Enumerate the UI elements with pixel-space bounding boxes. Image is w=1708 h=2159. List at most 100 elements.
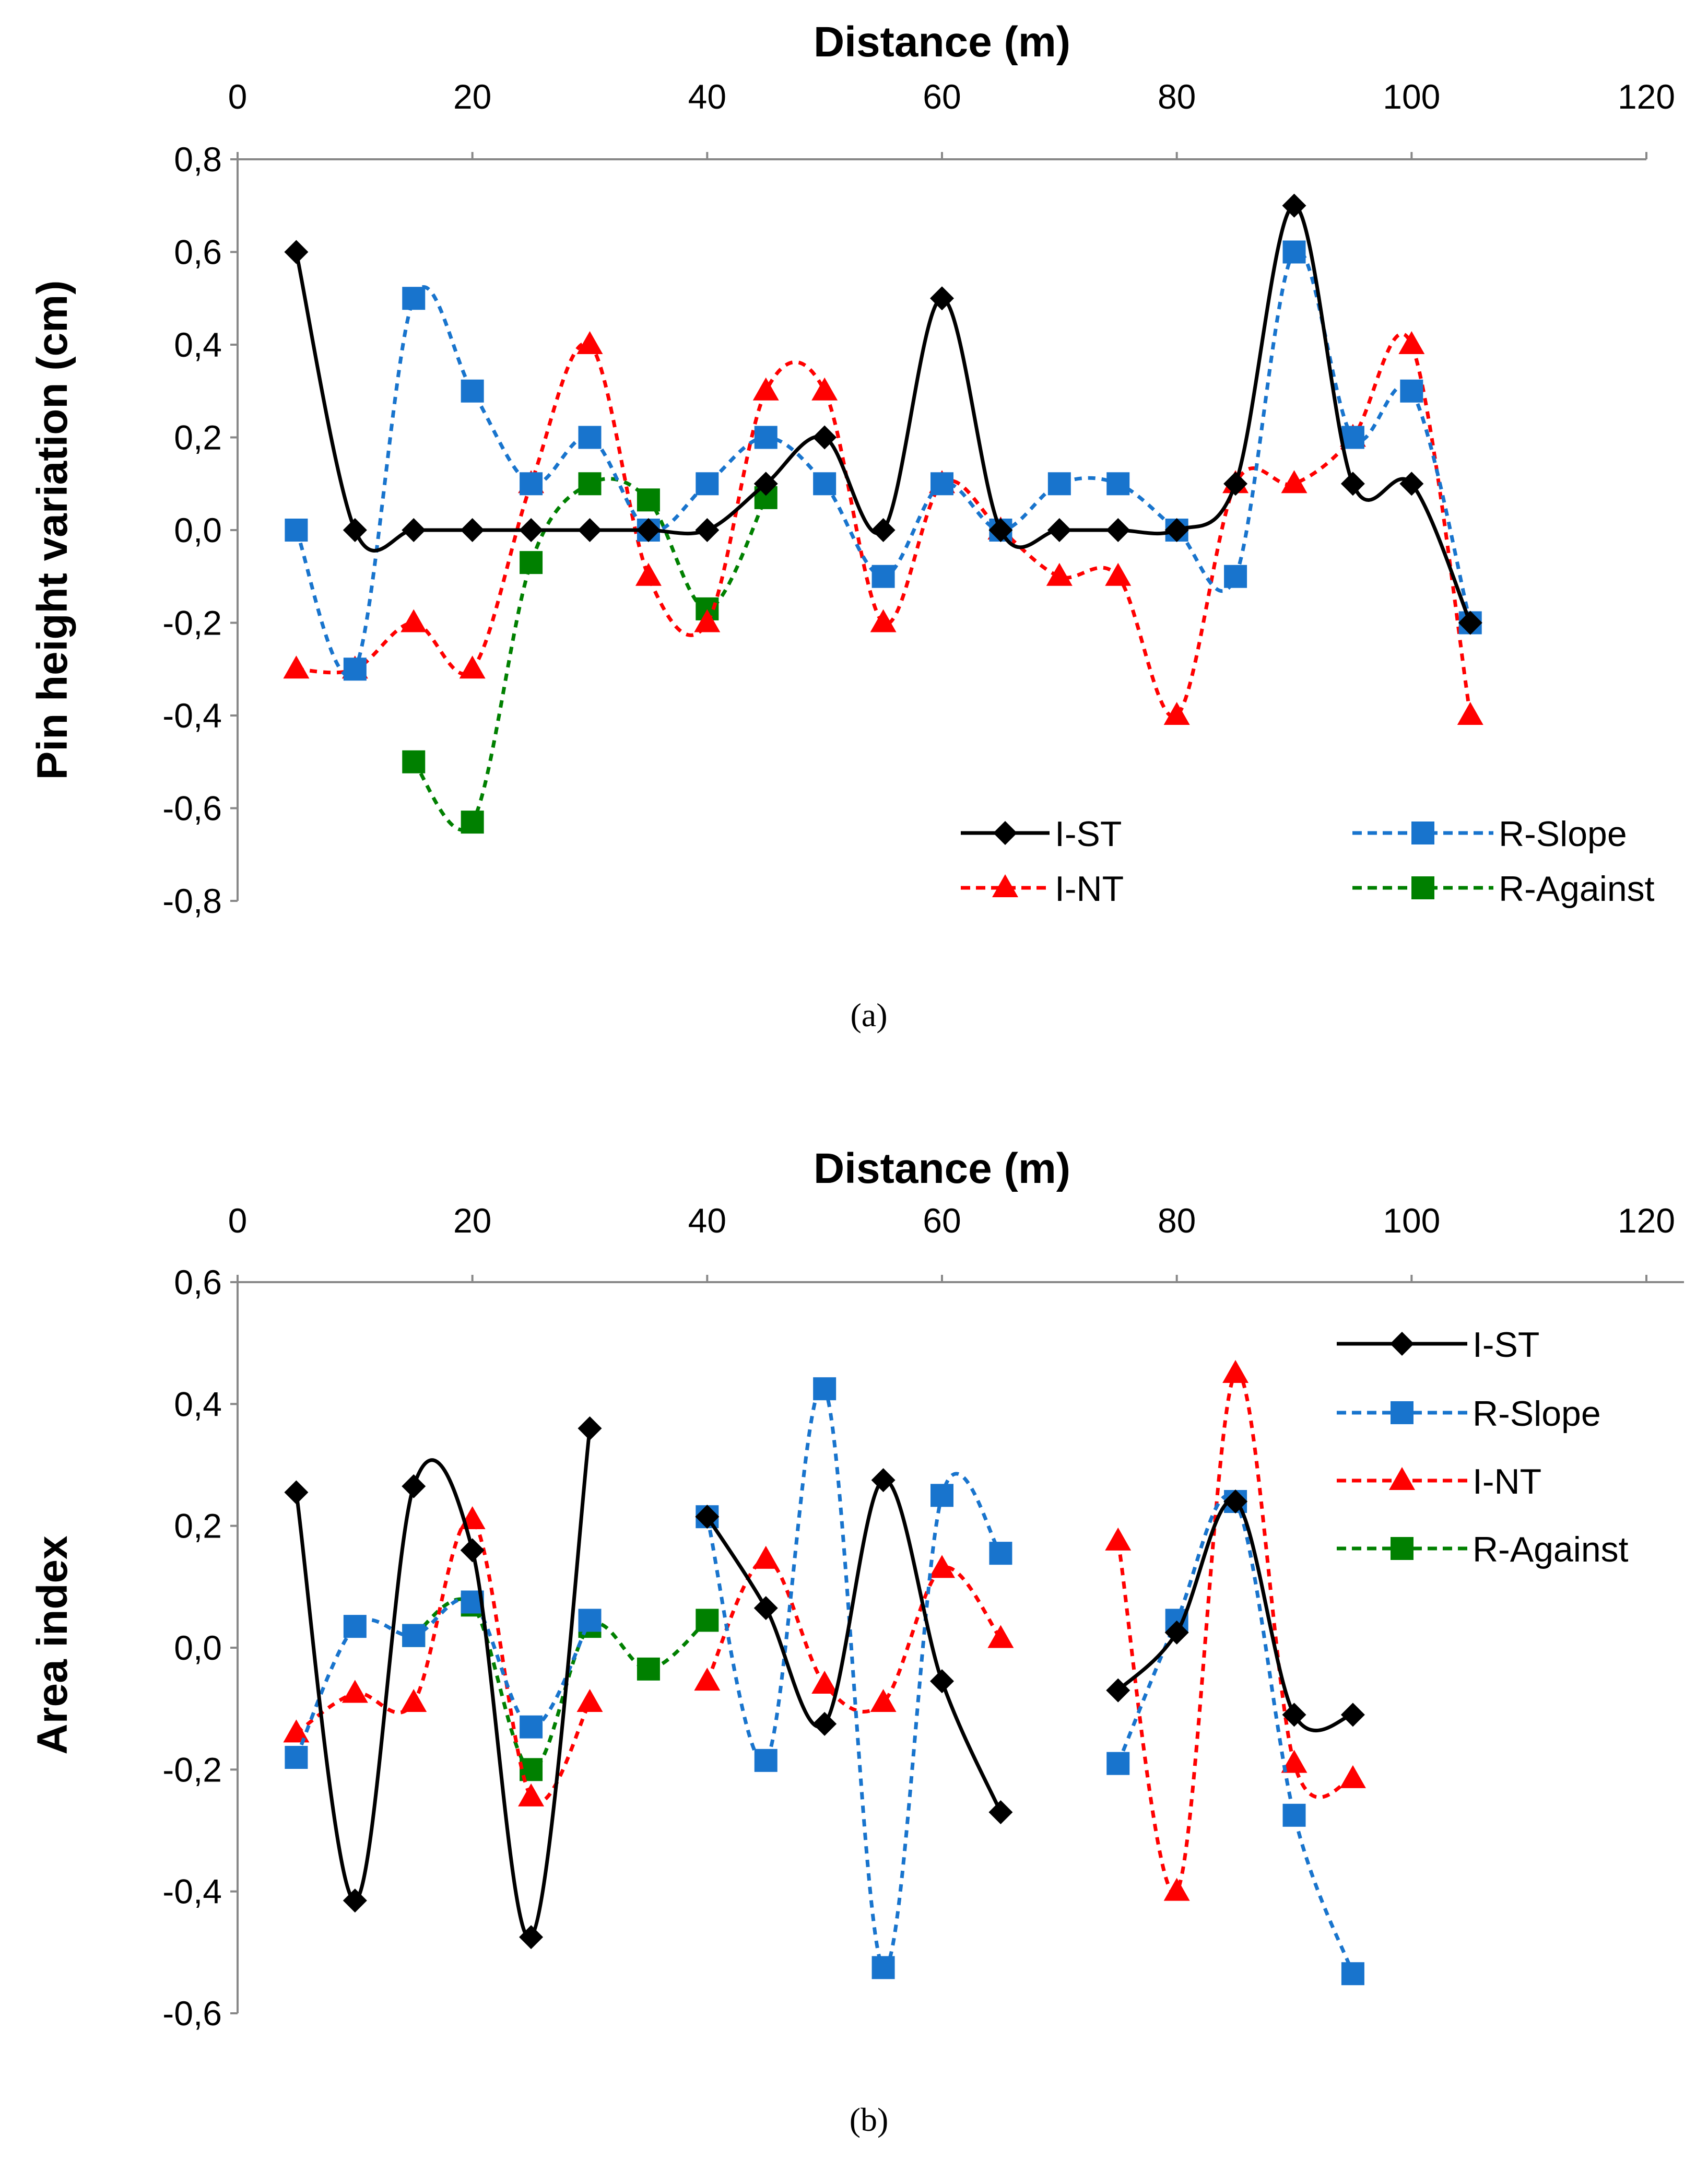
data-point-i-nt [1281, 470, 1307, 494]
data-point-r-slope [1106, 1752, 1130, 1775]
series-line-i-st [705, 1478, 1003, 1813]
data-point-i-nt [1105, 1527, 1132, 1551]
data-point-r-against [402, 750, 426, 773]
y-tick-label: 0,2 [174, 418, 222, 457]
data-point-i-nt [1222, 1360, 1249, 1383]
data-point-r-slope [578, 426, 602, 449]
legend-label-i-st: I-ST [1055, 814, 1122, 854]
data-point-i-st [578, 1416, 602, 1440]
data-point-i-nt [1398, 331, 1425, 354]
series-r-against [402, 472, 778, 834]
y-axis-title: Area index [29, 1535, 76, 1754]
y-tick-label: 0,4 [174, 1384, 222, 1423]
data-point-r-against [578, 472, 602, 496]
legend-item-r-against: R-Against [1352, 869, 1655, 909]
series-line-r-slope [295, 1597, 592, 1758]
data-point-i-st [753, 472, 778, 496]
y-tick-label: 0,0 [174, 1628, 222, 1667]
x-tick-labels: 0 20 40 60 80 100 120 [228, 1201, 1675, 1282]
data-point-i-nt [929, 1555, 955, 1578]
data-point-r-slope [402, 287, 426, 310]
data-point-i-st [871, 518, 896, 542]
data-point-r-slope [754, 1749, 778, 1772]
series-i-st [284, 193, 1482, 635]
data-point-i-nt [635, 562, 662, 586]
data-point-i-st [1106, 1678, 1130, 1703]
data-point-i-st [988, 1800, 1013, 1824]
data-point-r-slope [1400, 379, 1423, 403]
x-tick-label: 40 [688, 77, 726, 116]
data-point-r-slope [930, 472, 953, 496]
x-tick-label: 100 [1383, 77, 1440, 116]
data-point-i-st [402, 518, 426, 542]
data-point-r-slope [871, 1956, 895, 1979]
legend-item-i-nt: I-NT [1337, 1462, 1541, 1501]
series-line-i-st [1116, 1498, 1353, 1732]
data-point-i-nt [341, 1680, 368, 1703]
series-line-r-slope [1116, 1494, 1355, 1975]
data-point-r-slope [696, 472, 719, 496]
data-point-r-slope [578, 1609, 602, 1632]
data-point-i-st [1282, 193, 1306, 218]
data-point-i-nt [1281, 1750, 1307, 1773]
data-point-i-st [402, 1474, 426, 1498]
data-point-r-slope [343, 658, 367, 681]
data-point-i-st [1047, 518, 1071, 542]
legend-item-i-st: I-ST [961, 814, 1122, 854]
data-point-r-slope [1047, 472, 1071, 496]
y-tick-label: -0,4 [162, 1872, 222, 1911]
x-axis-title: Distance (m) [814, 18, 1070, 66]
data-point-i-st [695, 1505, 720, 1529]
data-point-r-slope [989, 1542, 1012, 1565]
data-point-i-nt [1339, 1765, 1366, 1788]
data-point-i-st [636, 518, 661, 542]
data-point-i-nt [576, 331, 603, 354]
caption-b: (b) [850, 2101, 889, 2138]
x-tick-label: 60 [923, 1201, 961, 1240]
data-point-i-st [1340, 472, 1365, 496]
data-point-i-st [871, 1468, 896, 1493]
series-line-i-nt [295, 1517, 592, 1804]
series-i-st [284, 1416, 1365, 1950]
data-point-i-nt [283, 655, 310, 679]
y-tick-label: -0,6 [162, 1994, 222, 2033]
legend-label-i-nt: I-NT [1473, 1462, 1541, 1501]
legend-label-i-st: I-ST [1473, 1325, 1539, 1365]
data-point-i-st [1106, 518, 1130, 542]
data-point-r-slope [1106, 472, 1130, 496]
data-point-i-nt [1457, 702, 1483, 725]
data-point-r-slope [1282, 240, 1306, 264]
x-tick-label: 80 [1158, 77, 1196, 116]
data-point-r-slope [285, 1746, 308, 1769]
data-point-i-st [578, 518, 602, 542]
y-tick-label: -0,8 [162, 882, 222, 920]
y-tick-labels: -0,6 -0,4 -0,2 0,0 0,2 0,4 0,6 [162, 1263, 238, 2033]
data-point-i-nt [1163, 702, 1190, 725]
y-tick-label: 0,0 [174, 511, 222, 549]
y-tick-label: -0,2 [162, 604, 222, 642]
data-point-i-nt [870, 609, 897, 632]
data-point-i-st [1164, 1620, 1189, 1645]
data-point-r-slope [461, 379, 484, 403]
data-point-i-nt [694, 1668, 721, 1691]
data-point-i-nt [401, 1689, 427, 1712]
data-point-i-nt [283, 1719, 310, 1743]
legend-label-r-against: R-Against [1473, 1530, 1629, 1569]
series-i-nt [283, 1360, 1366, 1901]
data-point-r-slope [930, 1484, 953, 1507]
data-point-i-st [1223, 472, 1248, 496]
data-point-r-against [696, 1609, 719, 1632]
data-point-r-slope [1282, 1803, 1306, 1827]
data-point-r-slope [285, 519, 308, 542]
legend-item-i-st: I-ST [1337, 1325, 1539, 1365]
data-point-i-st [460, 1538, 485, 1563]
legend-item-r-slope: R-Slope [1352, 814, 1627, 854]
data-point-i-nt [870, 1689, 897, 1712]
legend: I-ST R-Slope I-NT R-Against [961, 814, 1655, 909]
data-point-i-st [284, 240, 309, 264]
series-group [283, 193, 1483, 834]
data-point-r-slope [754, 426, 778, 449]
data-point-i-st [284, 1480, 309, 1505]
data-point-i-st [930, 286, 954, 311]
